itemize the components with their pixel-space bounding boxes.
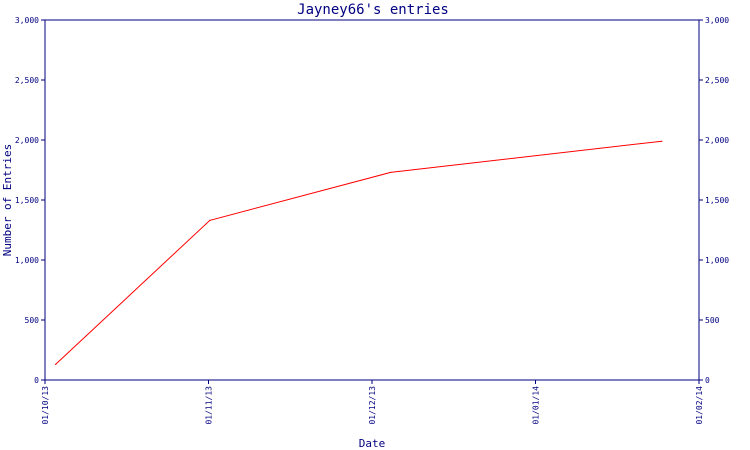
plot-frame — [44, 19, 700, 381]
x-tick-label: 01/10/13 — [41, 386, 50, 425]
x-tick-label: 01/11/13 — [205, 386, 214, 425]
y-tick-label-right: 2,500 — [705, 76, 729, 85]
series-line — [55, 140, 662, 365]
y-tick-label-right: 1,000 — [705, 256, 729, 265]
y-tick-label-left: 2,000 — [15, 136, 39, 145]
y-tick-label-left: 2,500 — [15, 76, 39, 85]
y-tick-label-left: 3,000 — [15, 16, 39, 25]
chart-title: Jayney66's entries — [297, 2, 449, 18]
y-tick-label-right: 2,000 — [705, 136, 729, 145]
y-axis-right: 0 500 1,000 1,500 2,000 2,500 3,000 — [699, 16, 729, 385]
y-tick-label-right: 0 — [705, 376, 710, 385]
y-tick-label-right: 3,000 — [705, 16, 729, 25]
y-axis-label: Number of Entries — [1, 144, 14, 257]
data-point — [390, 171, 392, 173]
data-point — [209, 219, 211, 221]
y-axis-left: 0 500 1,000 1,500 2,000 2,500 3,000 — [15, 16, 45, 385]
data-point — [55, 363, 57, 365]
y-tick-label-left: 1,500 — [15, 196, 39, 205]
y-tick-label-left: 1,000 — [15, 256, 39, 265]
x-axis-label: Date — [359, 437, 386, 450]
series-layer — [55, 140, 663, 365]
y-tick-label-left: 500 — [25, 316, 40, 325]
y-tick-label-left: 0 — [34, 376, 39, 385]
y-tick-label-right: 1,500 — [705, 196, 729, 205]
x-tick-label: 01/12/13 — [368, 386, 377, 425]
data-point — [661, 140, 663, 142]
x-axis: 01/10/13 01/11/13 01/12/13 01/01/14 01/02/14 — [41, 380, 704, 425]
x-tick-label: 01/02/14 — [695, 386, 704, 425]
x-tick-label: 01/01/14 — [532, 386, 541, 425]
y-tick-label-right: 500 — [705, 316, 720, 325]
